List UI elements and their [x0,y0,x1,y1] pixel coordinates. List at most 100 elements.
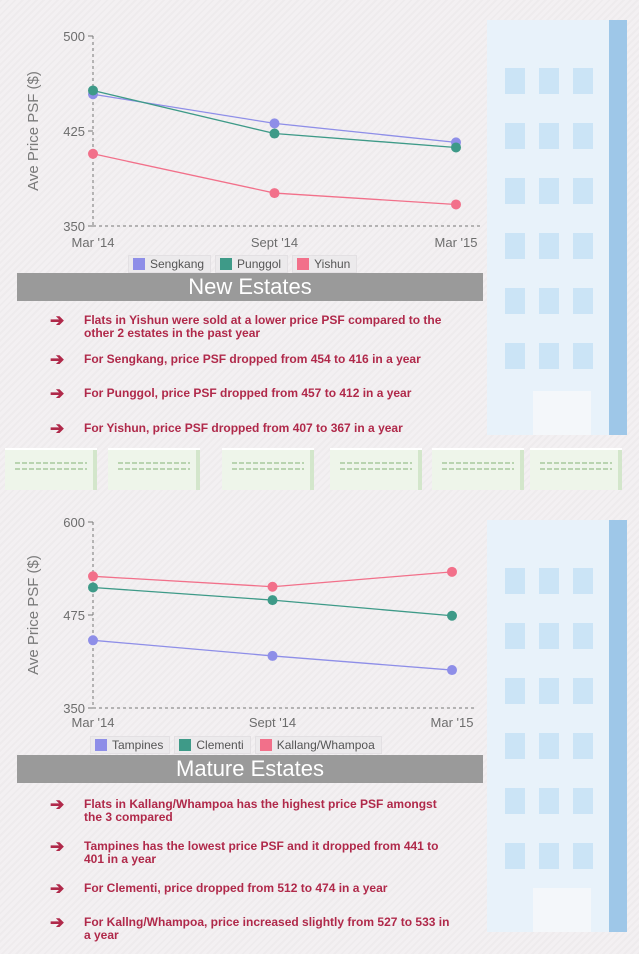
x-tick-label: Mar '14 [72,715,115,728]
legend-item: Kallang/Whampoa [254,736,382,754]
building-door [533,391,591,435]
legend-item: Yishun [292,255,358,273]
data-point [88,582,98,593]
houses-illustration [0,448,639,492]
data-point [269,128,280,139]
building-illustration-top [487,20,627,435]
legend-label: Yishun [314,257,351,271]
x-tick-label: Mar '14 [72,235,115,250]
x-tick-label: Sept '14 [251,235,298,250]
building-window [539,843,559,869]
mature-estates-point: ➔ For Clementi, price dropped from 512 t… [50,879,388,898]
data-point [451,199,461,210]
data-point [88,571,98,582]
legend-swatch [95,739,107,751]
house-side [618,450,622,490]
y-axis-label: Ave Price PSF ($) [25,71,42,191]
building-window [573,178,593,204]
building-window [573,623,593,649]
house-illustration [530,448,622,490]
building-window [573,678,593,704]
new-estates-point: ➔ For Punggol, price PSF dropped from 45… [50,384,412,403]
legend-label: Punggol [237,257,282,271]
building-window [539,178,559,204]
building-window [505,343,525,369]
building-window [539,623,559,649]
new-estates-point: ➔ For Yishun, price PSF dropped from 407… [50,419,403,438]
house-side [520,450,524,490]
right-arrow-icon: ➔ [50,879,65,898]
right-arrow-icon: ➔ [50,384,65,403]
y-tick-label: 350 [63,701,85,716]
data-point [267,650,278,661]
y-tick-label: 350 [63,219,85,234]
data-point [451,142,461,153]
legend-item: Tampines [90,736,171,754]
right-arrow-icon: ➔ [50,419,65,438]
mature-estates-chart: 350 475 600 Mar '14 Sept '14 Mar '15 Ave Price… [25,515,477,728]
building-window [539,788,559,814]
building-window [573,568,593,594]
building-window [573,233,593,259]
house-side [310,450,314,490]
building-window [505,568,525,594]
mature-estates-banner: Mature Estates [17,755,483,783]
y-tick-label: 500 [63,29,85,44]
data-point [88,85,98,96]
building-window [505,123,525,149]
building-window [505,233,525,259]
legend-item: Clementi [174,736,251,754]
building-window [505,288,525,314]
house-illustration [108,448,200,490]
building-window [573,123,593,149]
right-arrow-icon: ➔ [50,350,65,369]
y-tick-label: 425 [63,124,85,139]
building-window [539,288,559,314]
legend-label: Clementi [196,738,244,752]
house-side [418,450,422,490]
building-illustration-bottom [487,520,627,932]
building-window [505,843,525,869]
legend-swatch [259,739,272,751]
house-illustration [432,448,524,490]
right-arrow-icon: ➔ [50,311,65,330]
new-estates-legend: Sengkang Punggol Yishun [128,255,358,273]
legend-swatch [297,258,310,270]
data-point [447,566,457,577]
legend-swatch [179,739,192,751]
y-tick-label: 475 [63,608,85,623]
building-window [539,123,559,149]
legend-swatch [133,258,145,270]
new-estates-banner: New Estates [17,273,483,301]
legend-label: Kallang/Whampoa [276,738,375,752]
x-tick-label: Sept '14 [249,715,296,728]
data-point [88,635,98,646]
data-point [267,595,278,606]
data-point [447,665,457,676]
building-window [573,843,593,869]
data-point [269,188,280,199]
data-point [269,118,280,129]
data-point [267,581,278,592]
building-window [539,733,559,759]
legend-swatch [220,258,233,270]
right-arrow-icon: ➔ [50,913,65,932]
house-illustration [222,448,314,490]
new-estates-point: ➔ For Sengkang, price PSF dropped from 4… [50,350,421,369]
building-window [505,788,525,814]
building-window [539,568,559,594]
new-estates-chart: 350 425 500 Mar '14 Sept '14 Mar '15 Ave Price… [25,29,481,250]
y-tick-label: 600 [63,515,85,530]
data-point [88,148,98,159]
building-window [539,343,559,369]
house-side [93,450,97,490]
building-window [573,288,593,314]
mature-estates-point: ➔ Tampines has the lowest price PSF and … [50,837,439,866]
building-pillar [609,520,627,932]
mature-estates-point: ➔ Flats in Kallang/Whampoa has the highe… [50,795,437,824]
data-point [447,610,457,621]
legend-item: Sengkang [128,255,212,273]
right-arrow-icon: ➔ [50,837,65,856]
building-window [539,233,559,259]
house-side [196,450,200,490]
